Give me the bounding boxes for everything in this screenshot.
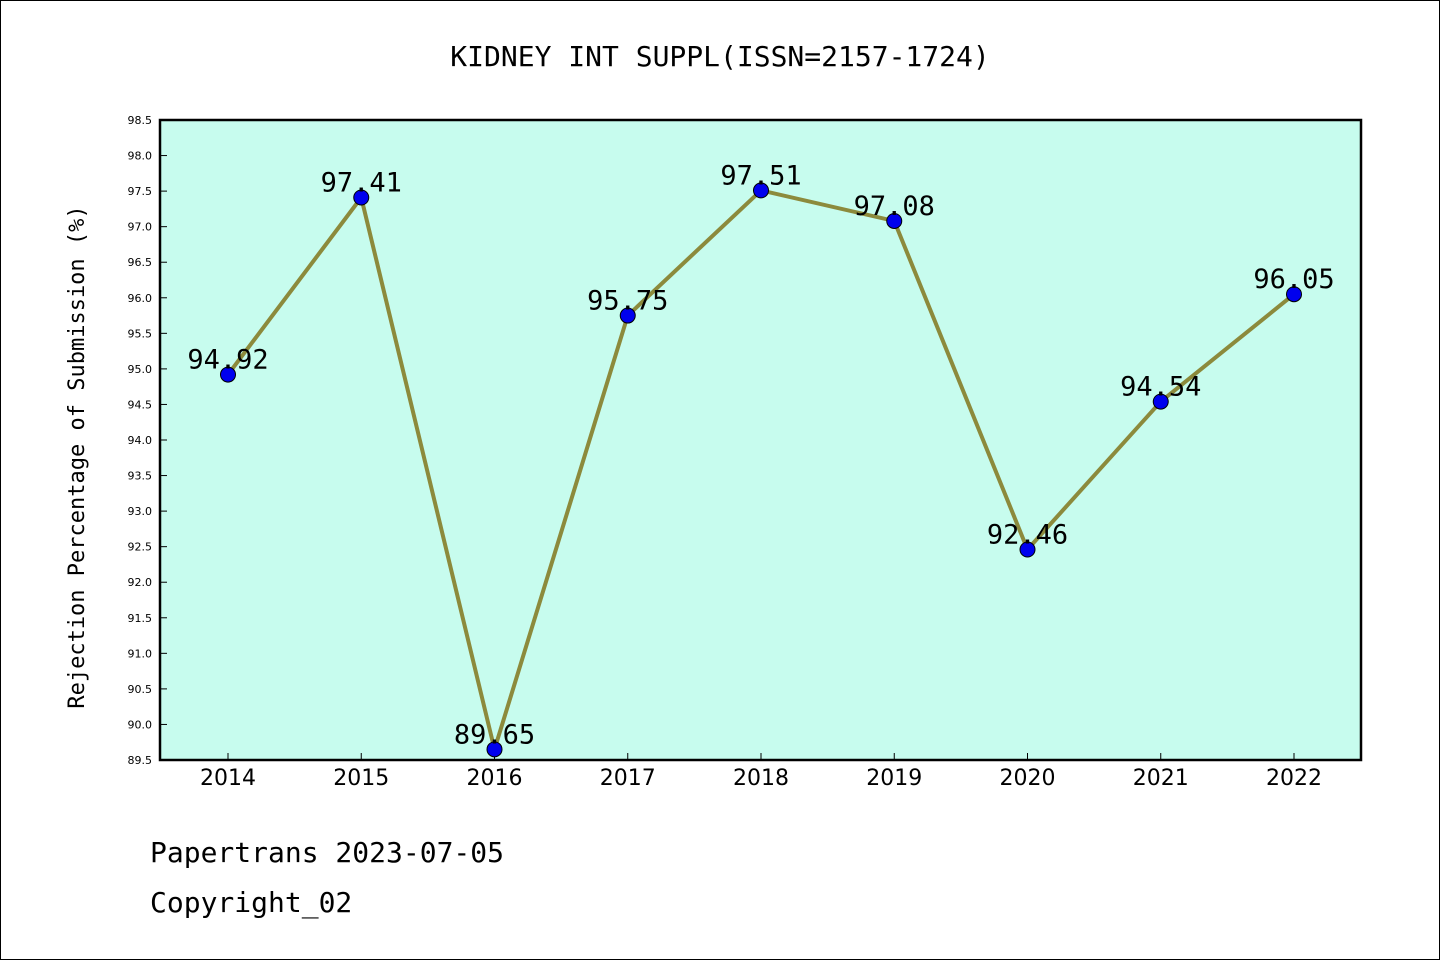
y-axis-label: Rejection Percentage of Submission (%) [65,205,90,708]
chart-title: KIDNEY INT SUPPL(ISSN=2157-1724) [450,40,989,73]
data-point [886,212,903,229]
data-point [1019,541,1036,558]
x-tick-label: 2022 [1266,766,1322,791]
x-tick-label: 2016 [467,766,523,791]
data-label: 94.92 [187,345,268,376]
x-tick-label: 2020 [1000,766,1056,791]
data-label: 95.75 [587,286,668,317]
x-tick-label: 2019 [866,766,922,791]
data-point [220,366,236,383]
y-tick-label: 90.5 [128,683,153,696]
y-tick-label: 92.0 [128,576,153,589]
x-tick-label: 2018 [733,766,789,791]
data-point [1286,286,1302,303]
y-tick-label: 91.5 [128,612,153,625]
plot-area [160,120,1361,760]
data-label: 89.65 [454,719,535,750]
x-axis: 2014 2015 2016 2017 2018 2019 2020 2021 2022 [200,753,1322,791]
data-point-group [220,182,1302,758]
y-tick-label: 92.5 [128,541,153,554]
x-tick-label: 2017 [600,766,656,791]
y-tick-label: 94.5 [128,398,153,411]
data-point [353,189,370,206]
data-label: 92.46 [987,520,1068,551]
data-point [619,307,636,324]
x-tick-label: 2014 [200,766,256,791]
y-tick-label: 91.0 [128,647,153,660]
y-tick-label: 93.0 [128,505,153,518]
x-tick-label: 2015 [333,766,389,791]
y-tick-label: 95.0 [128,363,153,376]
y-tick-label: 96.5 [128,256,153,269]
y-tick-label: 94.0 [128,434,153,447]
footer-copyright: Copyright_02 [150,886,353,919]
data-label: 97.41 [321,168,402,199]
y-tick-label: 97.5 [128,185,153,198]
y-tick-label: 93.5 [128,470,153,483]
x-tick-label: 2021 [1133,766,1189,791]
data-point [753,182,769,199]
y-tick-label: 89.5 [128,754,153,767]
y-tick-label: 98.0 [128,150,153,163]
data-label-group: 94.92 97.41 89.65 95.75 97.51 97.08 92.46 94.54… [187,160,1334,750]
footer-date: Papertrans 2023-07-05 [150,836,505,869]
y-tick-label: 96.0 [128,292,153,305]
data-label: 94.54 [1120,372,1201,403]
data-label: 97.51 [720,160,801,191]
data-point [486,741,503,758]
plot-border [158,118,1363,762]
y-tick-label: 90.0 [128,718,153,731]
data-label: 97.08 [854,191,935,222]
data-point [1152,393,1169,410]
y-tick-label: 98.5 [128,114,153,127]
y-tick-label: 97.0 [128,221,153,234]
data-label: 96.05 [1253,264,1334,295]
y-tick-label: 95.5 [128,327,153,340]
